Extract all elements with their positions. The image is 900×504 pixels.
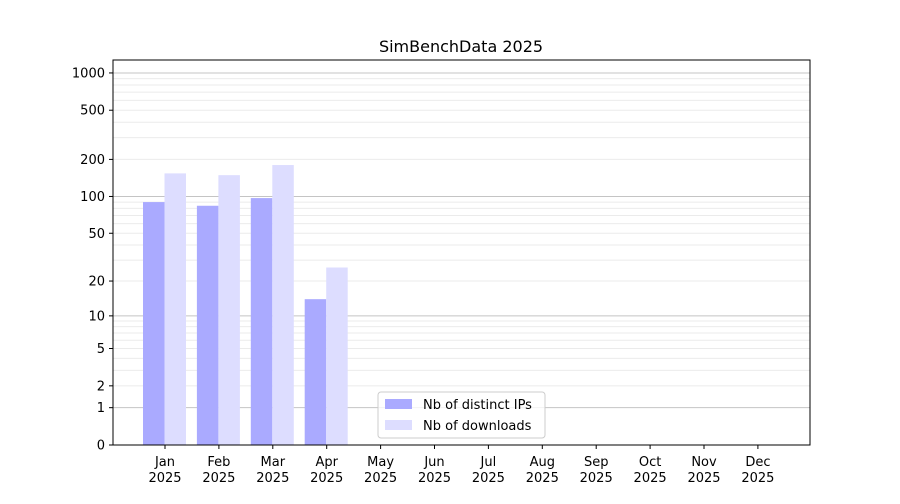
x-tick-label: Oct 2025 [634, 455, 667, 486]
bar-distinct-ips [304, 299, 327, 445]
bar-distinct-ips [196, 205, 219, 445]
y-tick-label: 50 [88, 227, 105, 242]
y-tick-label: 5 [97, 342, 105, 357]
bar-distinct-ips [250, 198, 273, 445]
y-tick-label: 200 [80, 153, 105, 168]
y-tick-label: 0 [97, 439, 105, 454]
x-tick-label: May 2025 [364, 455, 397, 486]
legend: Nb of distinct IPs Nb of downloads [377, 391, 546, 439]
x-tick-label: Dec 2025 [741, 455, 774, 486]
y-tick-label: 10 [88, 309, 105, 324]
x-tick-label: Jul 2025 [472, 455, 505, 486]
legend-swatch-distinct-ips [385, 399, 412, 409]
y-tick-label: 500 [80, 104, 105, 119]
legend-swatch-downloads [385, 420, 412, 430]
y-axis: 0 1 2 5 10 20 50 100 200 500 1000 [72, 66, 113, 454]
bar-distinct-ips [143, 202, 165, 445]
bar-downloads [326, 267, 348, 445]
x-tick-label: Apr 2025 [310, 455, 343, 486]
x-tick-label: Jan 2025 [148, 455, 181, 486]
x-tick-label: Feb 2025 [202, 455, 235, 486]
bar-downloads [164, 173, 186, 445]
chart-title: SimBenchData 2025 [379, 37, 543, 56]
x-tick-label: Nov 2025 [687, 455, 720, 486]
x-tick-label: Mar 2025 [256, 455, 289, 486]
y-tick-label: 1000 [72, 66, 105, 81]
x-tick-label: Jun 2025 [418, 455, 451, 486]
x-axis: Jan 2025 Feb 2025 Mar 2025 Apr 2025 May 2025 Jun 20… [148, 445, 774, 486]
bars [143, 165, 348, 446]
bar-downloads [272, 165, 294, 445]
plot-frame [112, 59, 811, 446]
bar-downloads [218, 175, 240, 446]
y-tick-label: 100 [80, 190, 105, 205]
legend-label-distinct-ips: Nb of distinct IPs [423, 398, 532, 413]
y-tick-label: 2 [97, 379, 105, 394]
y-tick-label: 20 [88, 275, 105, 290]
legend-label-downloads: Nb of downloads [423, 419, 532, 434]
x-tick-label: Aug 2025 [526, 455, 559, 486]
y-tick-label: 1 [97, 401, 105, 416]
x-tick-label: Sep 2025 [580, 455, 613, 486]
